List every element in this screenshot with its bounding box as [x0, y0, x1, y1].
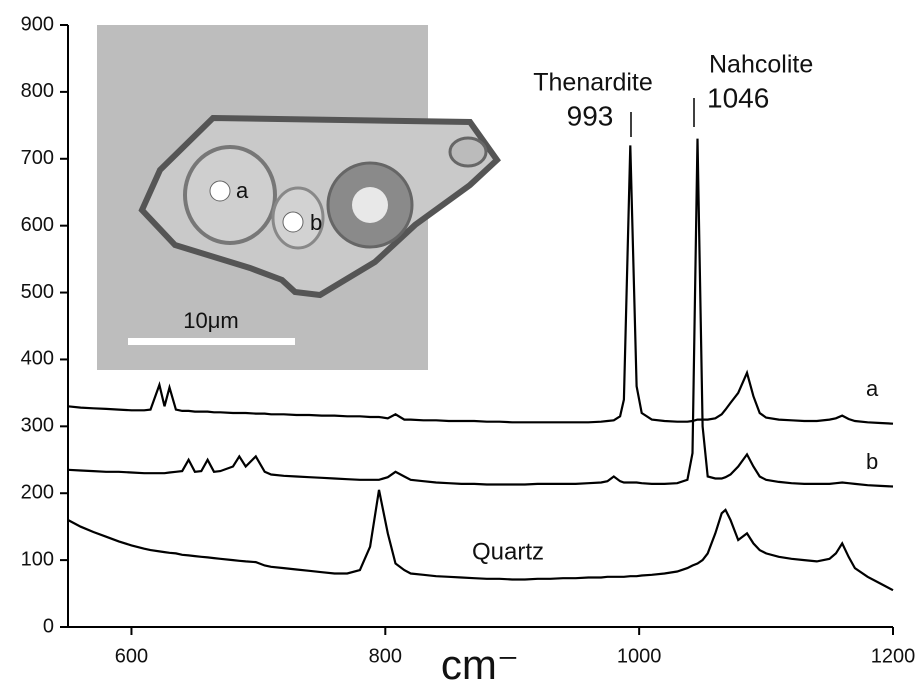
y-tick-label: 500	[21, 281, 54, 303]
y-tick-label: 800	[21, 80, 54, 102]
x-tick-label: 1200	[871, 645, 916, 667]
y-tick-label: 200	[21, 482, 54, 504]
annotation: Nahcolite	[709, 51, 813, 79]
x-tick-label: 1000	[617, 645, 662, 667]
series-label: Quartz	[472, 538, 544, 565]
x-tick-label: 800	[369, 645, 402, 667]
y-tick-label: 0	[43, 615, 54, 637]
annotation: 1046	[707, 82, 769, 113]
bubble-core	[352, 187, 388, 223]
spot-label: a	[236, 178, 249, 203]
y-tick-label: 100	[21, 548, 54, 570]
spot-a	[209, 180, 231, 202]
spot-label: b	[310, 210, 322, 235]
spectrum-line	[67, 138, 894, 488]
scale-bar-label: 10μm	[183, 308, 238, 333]
inclusion-a	[183, 145, 277, 245]
small-inclusion	[448, 136, 488, 168]
scale-bar	[128, 338, 295, 345]
spot-b	[282, 211, 304, 233]
x-axis-label: cm⁻	[441, 641, 519, 688]
y-tick-label: 300	[21, 415, 54, 437]
y-tick-label: 600	[21, 214, 54, 236]
x-tick-label: 600	[115, 645, 148, 667]
series-label: a	[866, 376, 879, 401]
y-tick-label: 700	[21, 147, 54, 169]
spectrum-line	[67, 145, 894, 425]
y-tick-label: 900	[21, 13, 54, 35]
series-label: b	[866, 449, 878, 474]
annotation: Thenardite	[533, 69, 653, 97]
y-tick-label: 400	[21, 348, 54, 370]
spectrum-line	[67, 489, 894, 592]
inset-photo: a b 10μm	[97, 25, 501, 370]
annotation: 993	[567, 100, 614, 131]
